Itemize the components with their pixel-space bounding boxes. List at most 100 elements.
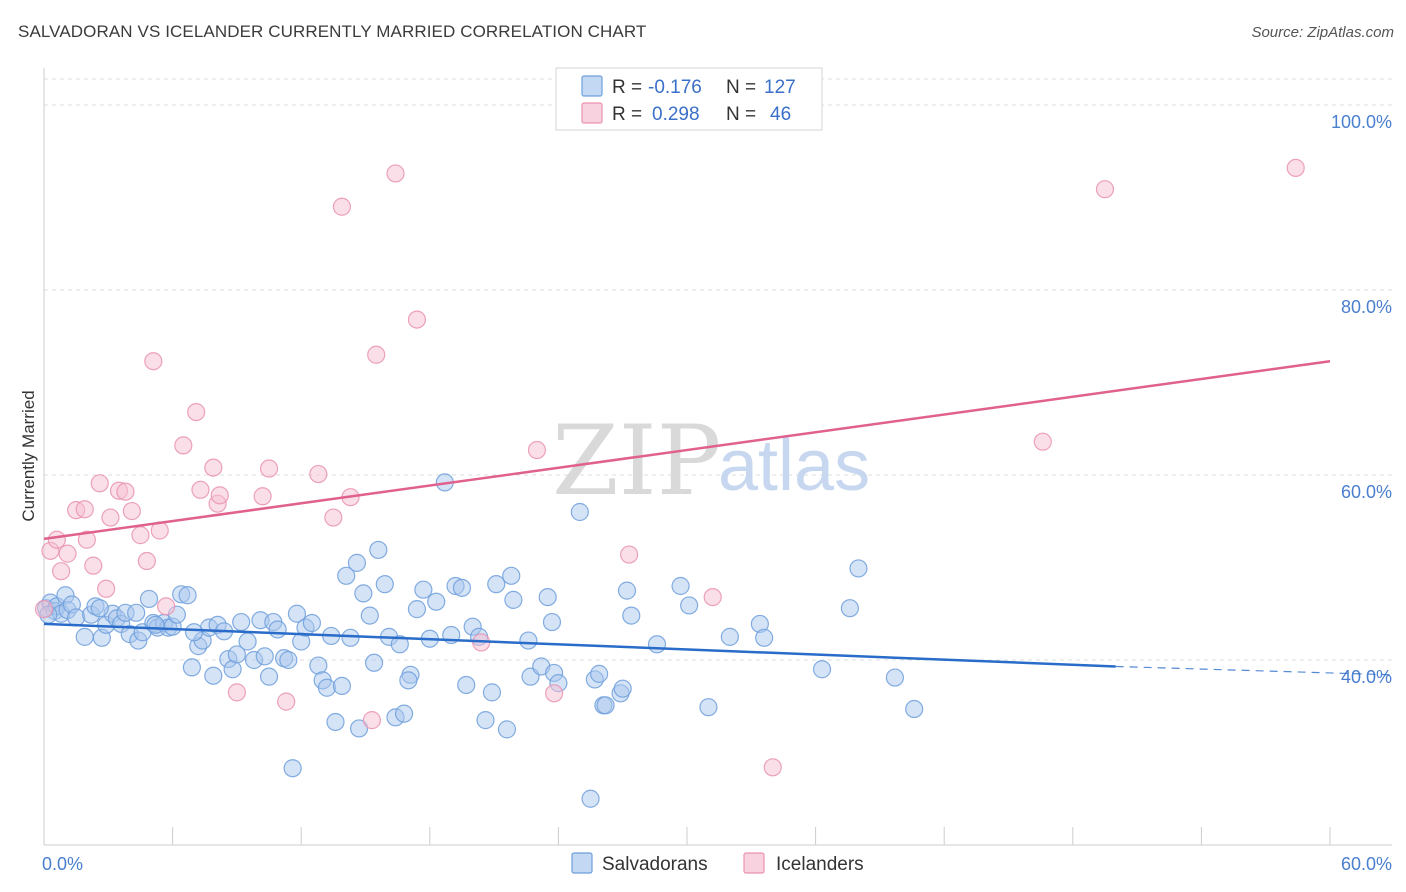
icelander-point-41 (620, 545, 639, 564)
salvadoran-point-114 (699, 698, 718, 717)
legend-r-label-2: R = (612, 104, 642, 125)
icelander-trend-line (43, 359, 1331, 541)
icelander-point-30 (309, 464, 328, 484)
bottom-legend-swatch-salvadorans (571, 852, 593, 874)
bottom-legend-label-icelanders: Icelanders (776, 854, 864, 875)
watermark-atlas: atlas (718, 426, 870, 506)
icelander-point-6 (75, 500, 94, 519)
salvadoran-point-45 (255, 647, 274, 666)
salvadoran-point-89 (482, 683, 502, 702)
salvadoran-point-41 (232, 612, 251, 632)
icelander-point-44 (1033, 432, 1052, 451)
salvadoran-point-92 (502, 566, 521, 585)
legend-n-value-2: 46 (770, 104, 791, 125)
bottom-legend-swatch-icelanders (743, 852, 765, 874)
icelander-point-46 (1286, 158, 1305, 177)
icelander-point-37 (407, 310, 427, 329)
salvadoran-point-9 (75, 627, 94, 646)
icelander-point-0 (34, 600, 54, 619)
icelander-point-31 (324, 508, 343, 527)
salvadoran-point-93 (504, 590, 523, 609)
salvadoran-point-61 (332, 676, 352, 696)
icelander-points (34, 158, 1305, 777)
salvadoran-point-78 (414, 580, 433, 599)
salvadoran-point-30 (178, 586, 197, 605)
salvadoran-point-42 (238, 632, 257, 651)
salvadoran-point-22 (139, 589, 159, 609)
salvadoran-point-85 (457, 675, 476, 695)
salvadoran-point-91 (497, 720, 517, 739)
salvadoran-point-50 (279, 650, 298, 670)
salvadoran-point-126 (184, 623, 204, 642)
salvadoran-point-109 (617, 581, 637, 600)
icelander-point-25 (210, 486, 229, 505)
salvadoran-point-120 (849, 559, 868, 578)
icelander-point-14 (122, 501, 141, 521)
icelander-point-26 (227, 683, 246, 702)
salvadoran-point-117 (755, 628, 774, 647)
icelander-point-23 (204, 458, 223, 477)
trend-lines (43, 359, 1393, 676)
salvadoran-point-88 (476, 711, 495, 730)
salvadoran-point-97 (538, 587, 557, 607)
salvadoran-point-98 (542, 612, 562, 632)
legend-n-label-1: N = (726, 77, 756, 98)
salvadoran-point-102 (581, 789, 600, 808)
salvadoran-point-55 (302, 613, 322, 633)
icelander-point-15 (131, 526, 150, 545)
salvadoran-point-73 (390, 635, 409, 654)
salvadoran-points (37, 473, 924, 808)
salvadoran-point-74 (394, 704, 414, 723)
watermark-zip: ZIP (552, 405, 721, 517)
y-tick-labels: 40.0% 60.0% 80.0% 100.0% (1331, 112, 1392, 687)
icelander-point-7 (77, 530, 96, 549)
salvadoran-point-110 (622, 606, 641, 625)
salvadoran-point-8 (67, 608, 86, 627)
salvadoran-point-62 (337, 566, 356, 585)
salvadoran-point-40 (227, 645, 246, 664)
icelander-point-10 (97, 579, 116, 598)
icelander-point-27 (253, 487, 272, 506)
icelander-point-19 (157, 597, 176, 616)
salvadoran-trend-extension (1115, 665, 1393, 676)
salvadoran-point-77 (407, 600, 427, 619)
salvadoran-point-67 (360, 606, 379, 625)
icelander-point-42 (703, 587, 722, 607)
icelander-point-2 (47, 530, 66, 549)
salvadoran-point-106 (596, 696, 615, 715)
watermark: ZIP atlas (552, 405, 870, 517)
top-legend: R = -0.176 N = 127 R = 0.298 N = 46 (555, 67, 823, 131)
icelander-point-8 (84, 556, 103, 575)
salvadoran-point-35 (204, 666, 223, 685)
salvadoran-point-48 (268, 620, 287, 639)
salvadoran-point-111 (647, 635, 667, 654)
icelander-point-11 (101, 508, 120, 527)
x-tick-label-0: 0.0% (42, 854, 83, 874)
salvadoran-point-66 (354, 584, 373, 603)
y-tick-label-2: 80.0% (1341, 297, 1392, 317)
salvadoran-point-80 (427, 592, 446, 611)
salvadoran-point-70 (375, 575, 394, 594)
y-tick-label-0: 40.0% (1341, 667, 1392, 687)
legend-swatch-salvadoran (581, 75, 603, 97)
salvadoran-point-84 (452, 578, 472, 597)
salvadoran-point-94 (519, 631, 538, 650)
salvadoran-point-68 (364, 653, 384, 672)
icelander-point-3 (52, 562, 71, 581)
salvadoran-point-118 (812, 660, 832, 679)
salvadoran-point-113 (680, 596, 699, 615)
source-credit: Source: ZipAtlas.com (1251, 24, 1394, 41)
y-tick-label-3: 100.0% (1331, 112, 1392, 132)
salvadoran-point-124 (90, 599, 109, 618)
icelander-point-17 (144, 352, 163, 371)
salvadoran-point-64 (347, 553, 367, 572)
icelander-point-16 (137, 551, 156, 571)
salvadoran-point-69 (369, 540, 388, 560)
legend-r-label-1: R = (612, 77, 642, 98)
salvadoran-point-90 (487, 575, 506, 594)
salvadoran-point-112 (671, 576, 690, 596)
y-tick-label-1: 60.0% (1341, 482, 1392, 502)
y-axis-label: Currently Married (19, 390, 38, 521)
salvadoran-point-19 (127, 603, 146, 622)
